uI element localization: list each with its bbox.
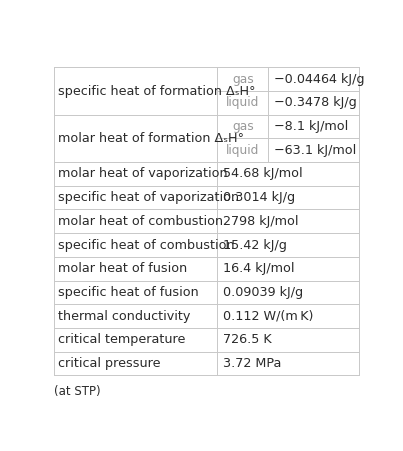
Text: specific heat of combustion: specific heat of combustion [58, 239, 235, 252]
Text: specific heat of formation ΔₛH°: specific heat of formation ΔₛH° [58, 84, 256, 97]
Text: molar heat of fusion: molar heat of fusion [58, 262, 187, 275]
Text: specific heat of vaporization: specific heat of vaporization [58, 191, 239, 204]
Text: critical pressure: critical pressure [58, 357, 160, 370]
Text: 0.09039 kJ/g: 0.09039 kJ/g [223, 286, 303, 299]
Text: 2798 kJ/mol: 2798 kJ/mol [223, 215, 298, 228]
Text: liquid: liquid [226, 97, 260, 109]
Text: −0.3478 kJ/g: −0.3478 kJ/g [274, 97, 357, 109]
Text: thermal conductivity: thermal conductivity [58, 309, 190, 322]
Text: molar heat of vaporization: molar heat of vaporization [58, 167, 228, 180]
Text: molar heat of formation ΔₛH°: molar heat of formation ΔₛH° [58, 132, 244, 145]
Text: molar heat of combustion: molar heat of combustion [58, 215, 223, 228]
Text: liquid: liquid [226, 144, 260, 157]
Text: gas: gas [232, 73, 253, 86]
Text: 16.4 kJ/mol: 16.4 kJ/mol [223, 262, 294, 275]
Text: −0.04464 kJ/g: −0.04464 kJ/g [274, 73, 365, 86]
Text: 0.3014 kJ/g: 0.3014 kJ/g [223, 191, 295, 204]
Text: 3.72 MPa: 3.72 MPa [223, 357, 281, 370]
Text: −63.1 kJ/mol: −63.1 kJ/mol [274, 144, 356, 157]
Text: (at STP): (at STP) [54, 385, 101, 398]
Text: 0.112 W/(m K): 0.112 W/(m K) [223, 309, 313, 322]
Text: critical temperature: critical temperature [58, 333, 185, 346]
Text: −8.1 kJ/mol: −8.1 kJ/mol [274, 120, 348, 133]
Text: gas: gas [232, 120, 253, 133]
Text: 54.68 kJ/mol: 54.68 kJ/mol [223, 167, 303, 180]
Text: 726.5 K: 726.5 K [223, 333, 272, 346]
Text: 15.42 kJ/g: 15.42 kJ/g [223, 239, 287, 252]
Text: specific heat of fusion: specific heat of fusion [58, 286, 199, 299]
